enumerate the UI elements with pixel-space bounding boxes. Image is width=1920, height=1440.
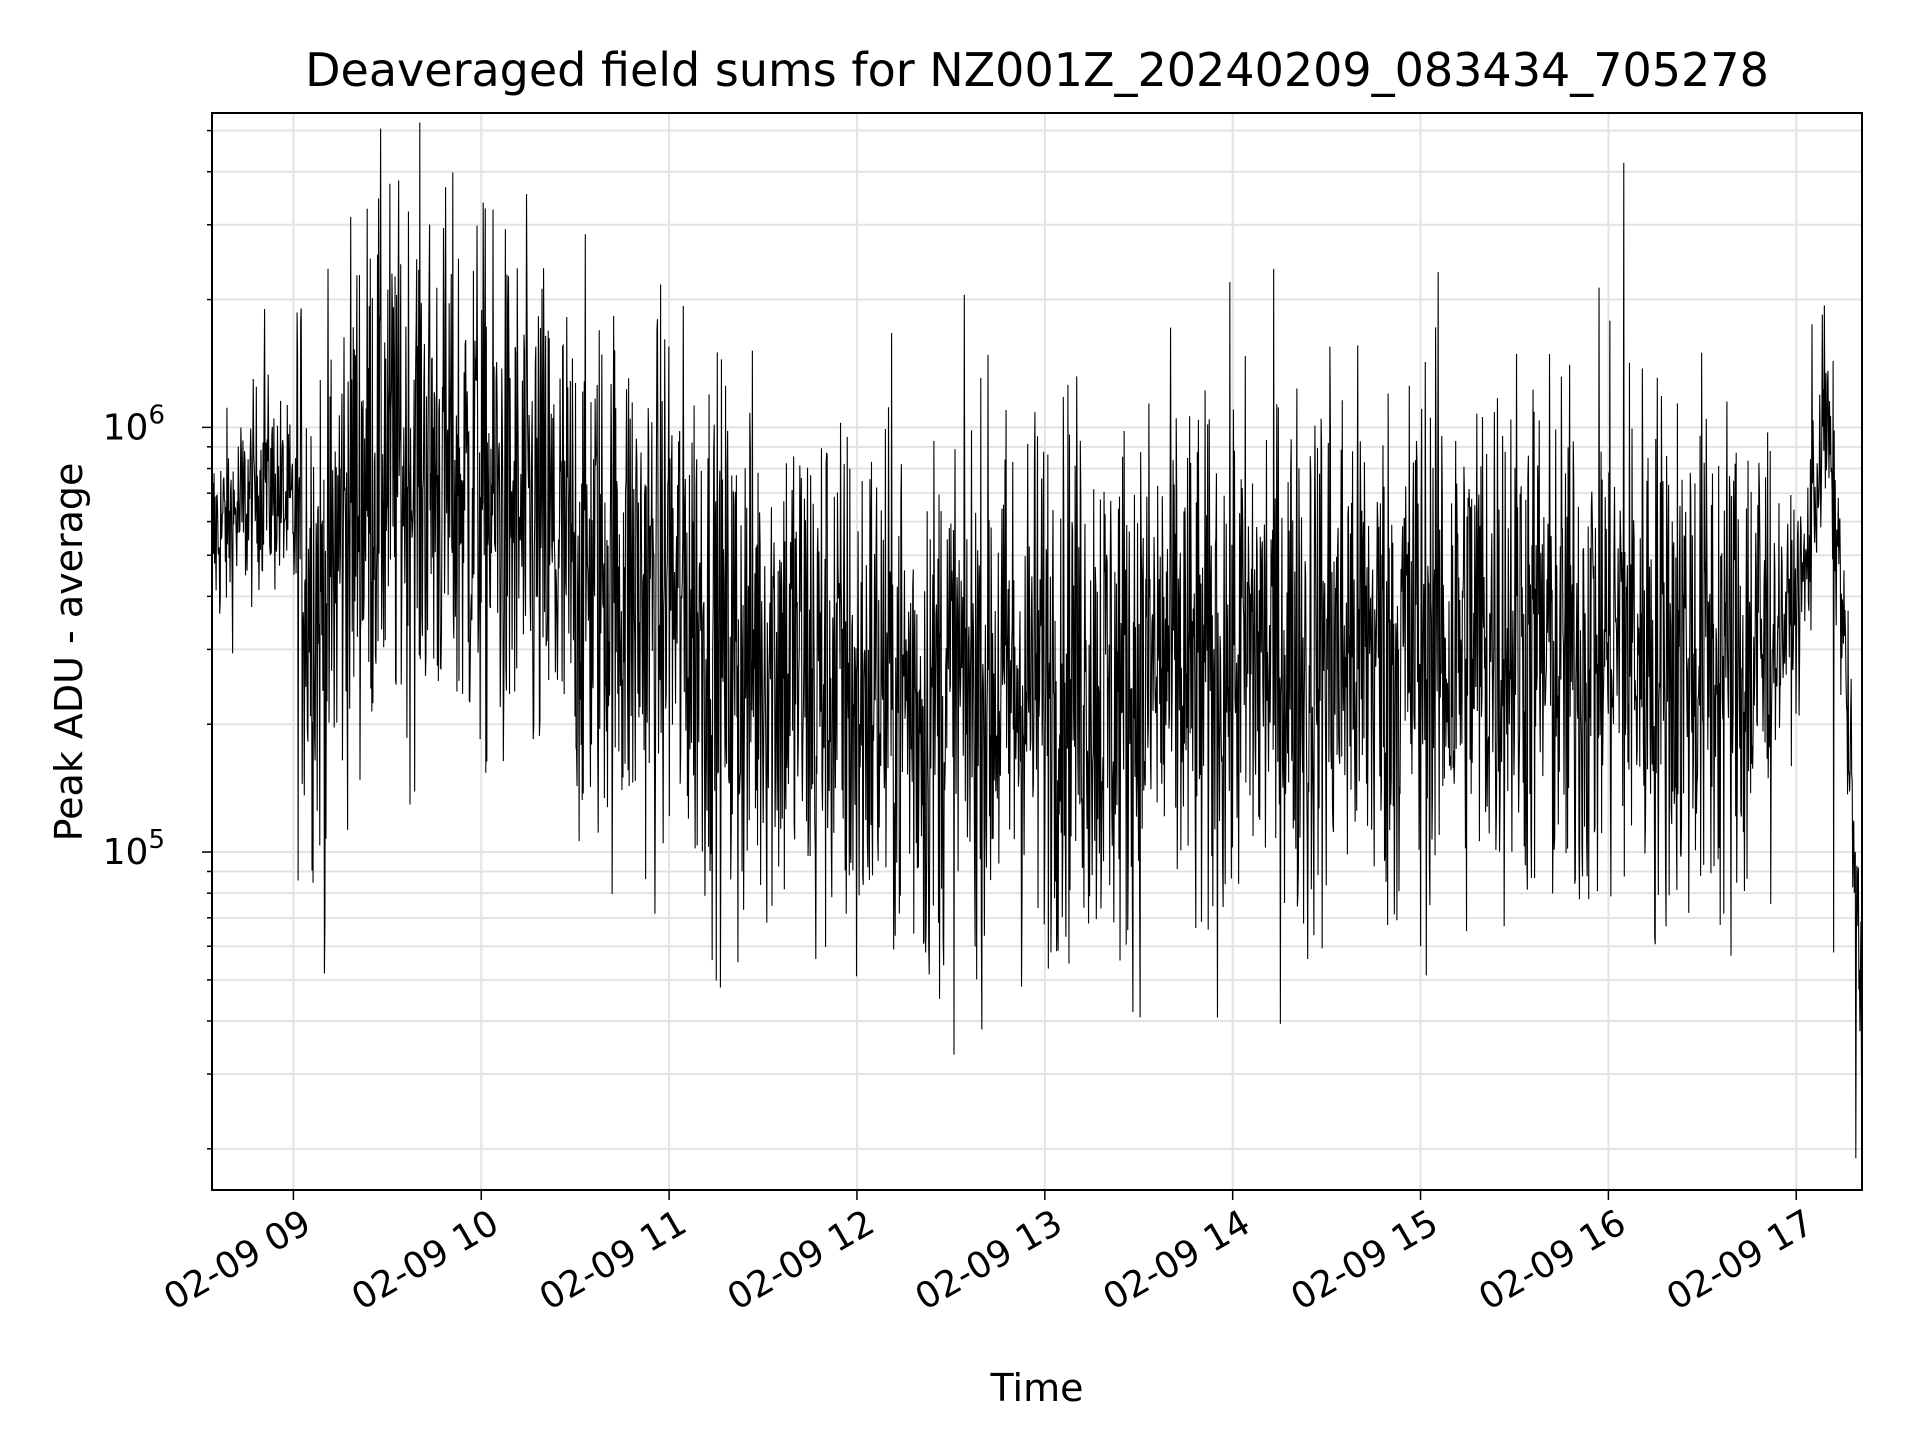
x-axis: 02-09 09 02-09 10 02-09 11 02-09 12 02-09 13…: [157, 1190, 1821, 1319]
y-axis-label: Peak ADU - average: [47, 463, 91, 842]
x-tick-label: 02-09 12: [721, 1202, 882, 1318]
chart-title: Deaveraged field sums for NZ001Z_2024020…: [305, 43, 1769, 97]
y-tick-label: 106: [103, 400, 165, 448]
y-tick-label: 105: [103, 825, 165, 873]
x-tick-label: 02-09 17: [1660, 1202, 1821, 1318]
y-axis: 105 106: [103, 129, 212, 1150]
x-tick-label: 02-09 10: [345, 1202, 506, 1318]
x-tick-label: 02-09 09: [157, 1202, 318, 1318]
x-tick-label: 02-09 15: [1284, 1202, 1445, 1318]
x-tick-label: 02-09 16: [1472, 1202, 1633, 1318]
x-tick-label: 02-09 14: [1097, 1202, 1258, 1318]
x-tick-label: 02-09 13: [909, 1202, 1070, 1318]
series-line: [211, 122, 1863, 1159]
plot-frame: [211, 112, 1863, 1191]
x-axis-label: Time: [990, 1366, 1084, 1410]
x-tick-label: 02-09 11: [533, 1202, 694, 1318]
